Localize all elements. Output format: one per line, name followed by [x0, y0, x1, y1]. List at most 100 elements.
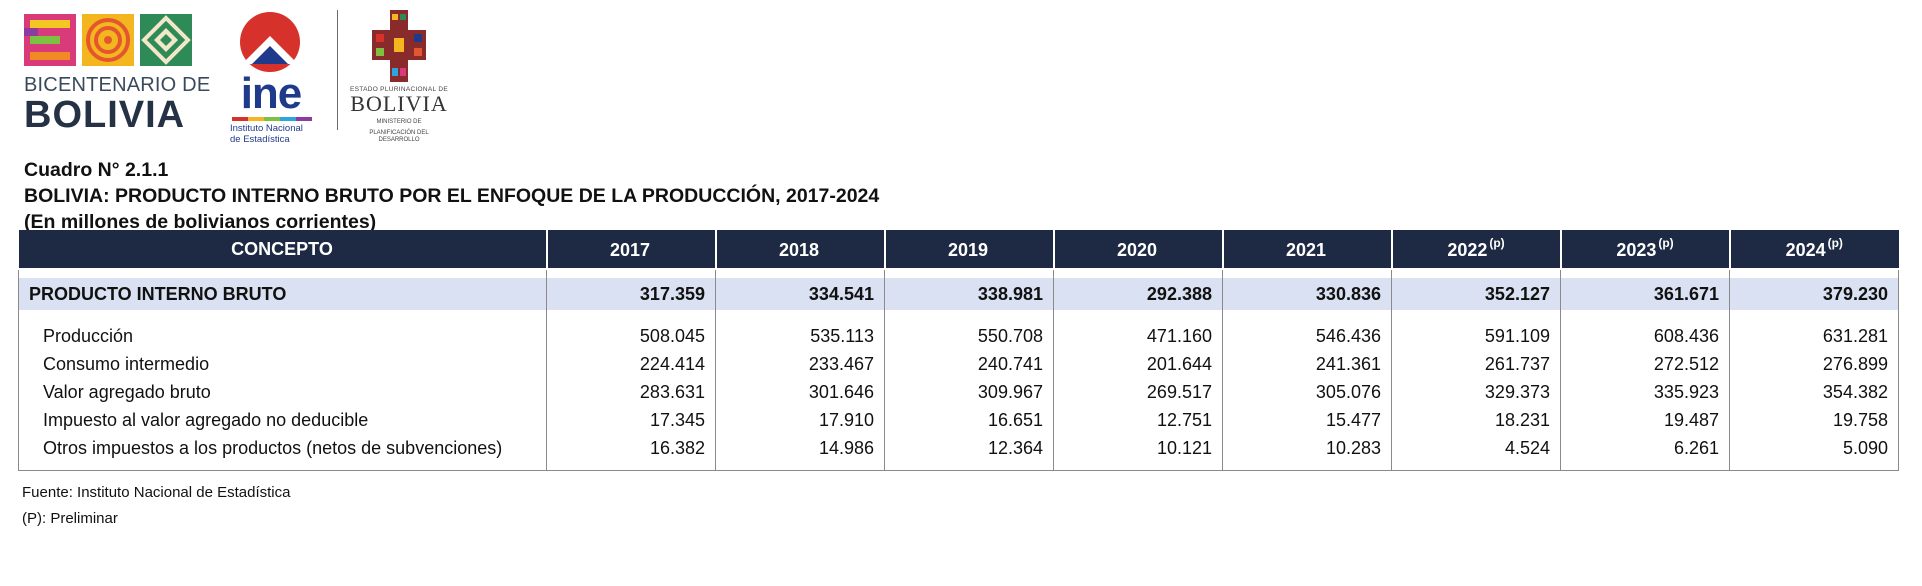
ine-subtitle-2: de Estadística	[230, 134, 290, 145]
logo-divider	[337, 10, 338, 130]
cell-value: 292.388	[1053, 278, 1223, 310]
ministerio-line2: PLANIFICACIÓN DEL DESARROLLO	[369, 130, 429, 143]
cell-value: 19.758	[1729, 406, 1899, 434]
spacer-row	[18, 310, 1899, 322]
row-label: Valor agregado bruto	[18, 378, 547, 406]
table-row: Otros impuestos a los productos (netos d…	[18, 434, 1899, 462]
header-year: 2022 (p)	[1391, 230, 1562, 270]
table-row-pib: PRODUCTO INTERNO BRUTO 317.359 334.541 3…	[18, 278, 1899, 310]
cell-value: 335.923	[1560, 378, 1730, 406]
table-row: Producción 508.045 535.113 550.708 471.1…	[18, 322, 1899, 350]
cell-value: 233.467	[715, 350, 885, 378]
row-label: Otros impuestos a los productos (netos d…	[18, 434, 547, 462]
cell-value: 15.477	[1222, 406, 1392, 434]
cell-value: 379.230	[1729, 278, 1899, 310]
row-label: Consumo intermedio	[18, 350, 547, 378]
cell-value: 17.910	[715, 406, 885, 434]
cell-value: 14.986	[715, 434, 885, 462]
header-year: 2019	[884, 230, 1055, 270]
cell-value: 608.436	[1560, 322, 1730, 350]
estado-plurinacional-logo: ESTADO PLURINACIONAL DE BOLIVIA MINISTER…	[349, 10, 449, 144]
cell-value: 6.261	[1560, 434, 1730, 462]
table-titles: Cuadro N° 2.1.1 BOLIVIA: PRODUCTO INTERN…	[24, 157, 879, 235]
header-year: 2020	[1053, 230, 1224, 270]
cell-value: 471.160	[1053, 322, 1223, 350]
row-label: Producción	[18, 322, 547, 350]
cell-value: 361.671	[1560, 278, 1730, 310]
bicentenario-line2: BOLIVIA	[24, 94, 186, 136]
cell-value: 334.541	[715, 278, 885, 310]
ine-logo: ine Instituto Nacional de Estadística	[230, 10, 312, 145]
cell-value: 17.345	[546, 406, 716, 434]
cell-value: 550.708	[884, 322, 1054, 350]
ine-color-stripe-icon	[232, 117, 312, 121]
ine-emblem-icon	[240, 12, 300, 72]
cell-value: 12.364	[884, 434, 1054, 462]
cell-value: 224.414	[546, 350, 716, 378]
cell-value: 10.283	[1222, 434, 1392, 462]
header-year: 2018	[715, 230, 886, 270]
cell-value: 338.981	[884, 278, 1054, 310]
estado-superscript: ESTADO PLURINACIONAL DE	[350, 86, 448, 93]
cell-value: 631.281	[1729, 322, 1899, 350]
cell-value: 508.045	[546, 322, 716, 350]
cell-value: 201.644	[1053, 350, 1223, 378]
table-units: (En millones de bolivianos corrientes)	[24, 211, 377, 233]
table-row: Valor agregado bruto 283.631 301.646 309…	[18, 378, 1899, 406]
table-number: Cuadro N° 2.1.1	[24, 159, 169, 181]
bicentenario-square-1-icon	[24, 14, 76, 66]
bicentenario-logo: BICENTENARIO DE BOLIVIA	[24, 14, 211, 136]
bicentenario-line1: BICENTENARIO DE	[24, 74, 211, 96]
row-label: Impuesto al valor agregado no deducible	[18, 406, 547, 434]
chakana-emblem-icon	[372, 10, 426, 82]
cell-value: 18.231	[1391, 406, 1561, 434]
cell-value: 16.382	[546, 434, 716, 462]
cell-value: 591.109	[1391, 322, 1561, 350]
estado-name: BOLIVIA	[350, 91, 448, 116]
table-title: BOLIVIA: PRODUCTO INTERNO BRUTO POR EL E…	[24, 185, 880, 207]
spacer-row	[18, 269, 1899, 278]
cell-value: 240.741	[884, 350, 1054, 378]
cell-value: 5.090	[1729, 434, 1899, 462]
cell-value: 241.361	[1222, 350, 1392, 378]
cell-value: 330.836	[1222, 278, 1392, 310]
cell-value: 12.751	[1053, 406, 1223, 434]
cell-value: 272.512	[1560, 350, 1730, 378]
ine-subtitle-1: Instituto Nacional	[230, 123, 303, 134]
bicentenario-square-2-icon	[82, 14, 134, 66]
table-row: Consumo intermedio 224.414 233.467 240.7…	[18, 350, 1899, 378]
cell-value: 329.373	[1391, 378, 1561, 406]
row-label: PRODUCTO INTERNO BRUTO	[18, 278, 547, 310]
cell-value: 16.651	[884, 406, 1054, 434]
header-year: 2017	[546, 230, 717, 270]
cell-value: 10.121	[1053, 434, 1223, 462]
cell-value: 269.517	[1053, 378, 1223, 406]
spacer-row	[18, 462, 1899, 471]
table-row: Impuesto al valor agregado no deducible …	[18, 406, 1899, 434]
header-year: 2024 (p)	[1729, 230, 1899, 270]
cell-value: 301.646	[715, 378, 885, 406]
cell-value: 309.967	[884, 378, 1054, 406]
header-year: 2023 (p)	[1560, 230, 1731, 270]
cell-value: 4.524	[1391, 434, 1561, 462]
cell-value: 19.487	[1560, 406, 1730, 434]
gdp-table: CONCEPTO 2017 2018 2019 2020 2021 2022 (p…	[18, 230, 1899, 471]
cell-value: 317.359	[546, 278, 716, 310]
header-concepto: CONCEPTO	[18, 230, 548, 270]
cell-value: 305.076	[1222, 378, 1392, 406]
cell-value: 354.382	[1729, 378, 1899, 406]
bicentenario-emblem	[24, 14, 199, 66]
table-notes: Fuente: Instituto Nacional de Estadístic…	[22, 480, 290, 532]
cell-value: 352.127	[1391, 278, 1561, 310]
cell-value: 546.436	[1222, 322, 1392, 350]
cell-value: 283.631	[546, 378, 716, 406]
source-note: Fuente: Instituto Nacional de Estadístic…	[22, 484, 291, 501]
table-header-row: CONCEPTO 2017 2018 2019 2020 2021 2022 (p…	[18, 230, 1899, 270]
ine-wordmark: ine	[240, 69, 303, 118]
header-year: 2021	[1222, 230, 1393, 270]
cell-value: 535.113	[715, 322, 885, 350]
bicentenario-square-3-icon	[140, 14, 192, 66]
cell-value: 276.899	[1729, 350, 1899, 378]
ministerio-line1: MINISTERIO DE	[376, 119, 422, 125]
preliminary-note: (P): Preliminar	[22, 510, 118, 527]
